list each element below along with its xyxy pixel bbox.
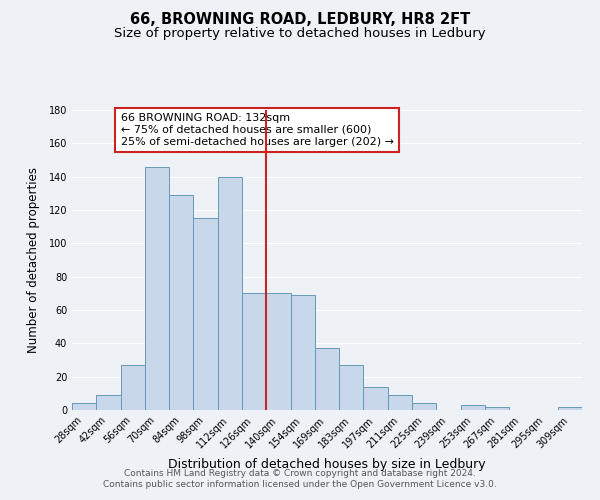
- Bar: [315, 348, 339, 410]
- Y-axis label: Number of detached properties: Number of detached properties: [28, 167, 40, 353]
- Bar: [169, 195, 193, 410]
- Bar: [290, 295, 315, 410]
- Bar: [121, 365, 145, 410]
- Bar: [558, 406, 582, 410]
- Bar: [364, 386, 388, 410]
- Bar: [339, 365, 364, 410]
- Bar: [145, 166, 169, 410]
- Bar: [485, 406, 509, 410]
- Bar: [266, 294, 290, 410]
- Bar: [96, 395, 121, 410]
- Text: 66, BROWNING ROAD, LEDBURY, HR8 2FT: 66, BROWNING ROAD, LEDBURY, HR8 2FT: [130, 12, 470, 28]
- Bar: [72, 404, 96, 410]
- Text: Size of property relative to detached houses in Ledbury: Size of property relative to detached ho…: [114, 28, 486, 40]
- Text: Contains public sector information licensed under the Open Government Licence v3: Contains public sector information licen…: [103, 480, 497, 489]
- Bar: [193, 218, 218, 410]
- Bar: [218, 176, 242, 410]
- Bar: [461, 405, 485, 410]
- Text: Contains HM Land Registry data © Crown copyright and database right 2024.: Contains HM Land Registry data © Crown c…: [124, 468, 476, 477]
- Bar: [388, 395, 412, 410]
- X-axis label: Distribution of detached houses by size in Ledbury: Distribution of detached houses by size …: [168, 458, 486, 471]
- Text: 66 BROWNING ROAD: 132sqm
← 75% of detached houses are smaller (600)
25% of semi-: 66 BROWNING ROAD: 132sqm ← 75% of detach…: [121, 114, 394, 146]
- Bar: [412, 404, 436, 410]
- Bar: [242, 294, 266, 410]
